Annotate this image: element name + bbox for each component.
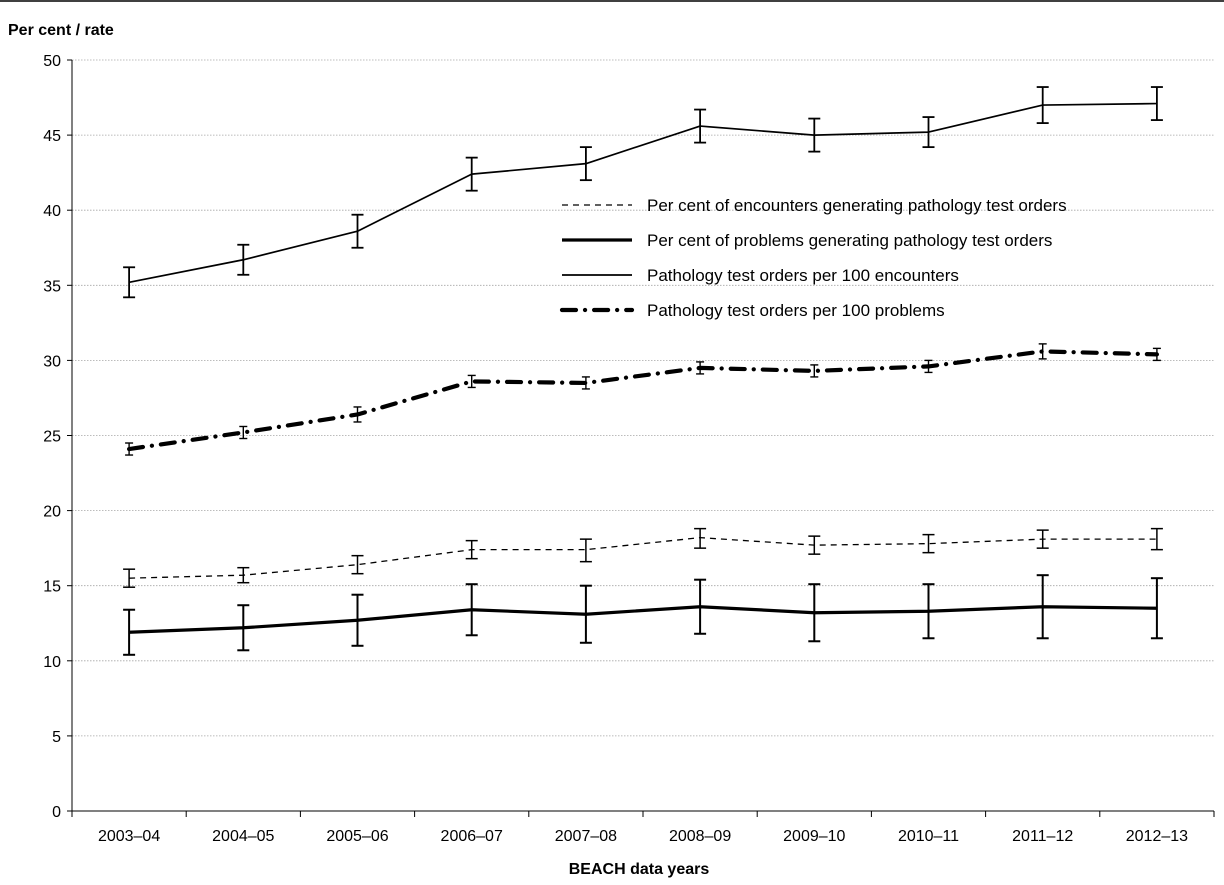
gridlines <box>72 59 1214 737</box>
x-tick-label: 2010–11 <box>898 828 959 845</box>
x-tick-label: 2003–04 <box>98 828 160 845</box>
series-line <box>129 605 1157 634</box>
series-line <box>128 102 1157 284</box>
x-tick-label: 2012–13 <box>1126 828 1188 845</box>
legend-label-2: Per cent of problems generating patholog… <box>647 231 1052 250</box>
y-tick-label: 30 <box>43 353 61 370</box>
x-tick-label: 2006–07 <box>441 828 503 845</box>
series-line <box>127 349 1160 452</box>
x-tick-label: 2007–08 <box>555 828 617 845</box>
x-tick-label: 2008–09 <box>669 828 731 845</box>
x-tick-label: 2011–12 <box>1012 828 1073 845</box>
legend-label-4: Pathology test orders per 100 problems <box>647 301 945 320</box>
series-4 <box>125 343 1161 456</box>
series-3 <box>123 86 1163 299</box>
y-tick-label: 5 <box>52 729 61 746</box>
series-1 <box>123 527 1163 588</box>
axes: 0 5 10 15 20 25 30 35 40 45 50 2003–04 2004–05 2005–0… <box>43 53 1215 845</box>
y-tick-label: 15 <box>43 579 61 596</box>
y-tick-label: 50 <box>43 53 61 70</box>
x-tick-label: 2004–05 <box>212 828 274 845</box>
series-2 <box>123 574 1163 656</box>
x-tick-label: 2009–10 <box>783 828 845 845</box>
y-tick-label: 45 <box>43 128 61 145</box>
legend-label-3: Pathology test orders per 100 encounters <box>647 266 959 285</box>
y-tick-label: 35 <box>43 278 61 295</box>
legend-label-1: Per cent of encounters generating pathol… <box>647 196 1067 215</box>
series-line <box>129 536 1157 579</box>
x-tick-label: 2005–06 <box>326 828 388 845</box>
y-tick-label: 20 <box>43 504 61 521</box>
y-tick-label: 0 <box>52 804 61 821</box>
y-tick-label: 40 <box>43 203 61 220</box>
legend: Per cent of encounters generating pathol… <box>559 196 1067 320</box>
y-tick-label: 25 <box>43 429 61 446</box>
series-lines <box>123 86 1163 656</box>
x-axis-title: BEACH data years <box>569 861 710 878</box>
y-tick-label: 10 <box>43 654 61 671</box>
y-axis-title: Per cent / rate <box>8 22 114 39</box>
